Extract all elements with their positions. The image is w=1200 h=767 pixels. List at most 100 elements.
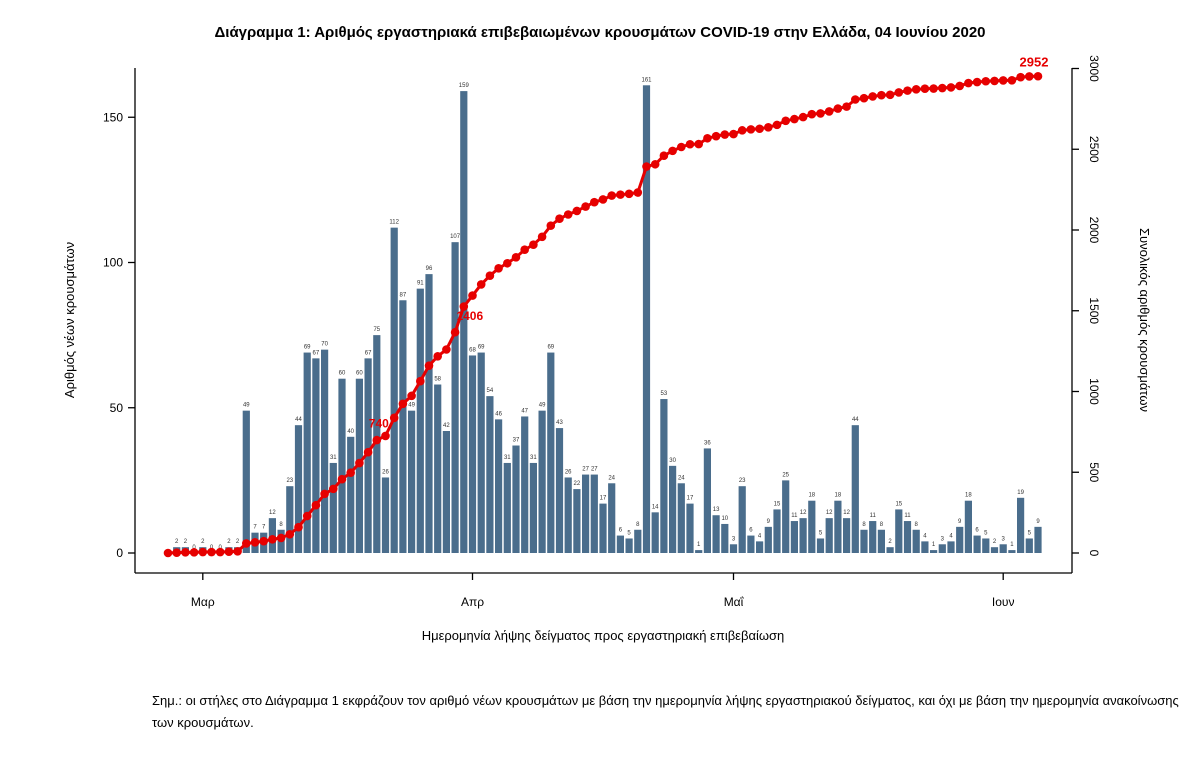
bar <box>799 518 807 553</box>
bar <box>390 227 398 553</box>
cumulative-point <box>450 327 460 337</box>
bar-data-label: 46 <box>495 411 502 417</box>
bar <box>677 483 685 553</box>
bar-data-label: 159 <box>459 83 470 89</box>
cumulative-point <box>677 142 686 152</box>
bar <box>869 521 877 553</box>
cumulative-point <box>842 102 851 111</box>
y-tick-label: 0 <box>116 546 123 560</box>
y-axis-title: Αριθμός νέων κρουσμάτων <box>62 242 77 398</box>
bar <box>947 541 955 553</box>
bar <box>703 448 711 553</box>
cumulative-point <box>485 271 495 281</box>
bar-data-label: 8 <box>636 522 640 528</box>
cumulative-point <box>781 116 790 126</box>
bar-data-label: 27 <box>591 467 598 473</box>
bar <box>747 535 755 553</box>
bar <box>321 349 329 553</box>
bar-data-label: 49 <box>243 403 250 409</box>
cumulative-point <box>772 120 782 130</box>
bar-data-label: 2 <box>993 539 997 545</box>
cumulative-point <box>520 245 529 255</box>
cumulative-point <box>624 189 634 199</box>
cumulative-point <box>859 93 869 103</box>
cumulative-point <box>494 263 503 273</box>
cumulative-point <box>546 221 556 230</box>
bar-data-label: 23 <box>739 478 746 484</box>
bar <box>756 541 764 553</box>
bar-data-label: 10 <box>721 516 728 522</box>
bar <box>573 489 581 553</box>
cumulative-point <box>851 95 860 104</box>
bar-data-label: 68 <box>469 347 476 353</box>
bar <box>895 509 903 553</box>
cumulative-point <box>224 547 234 557</box>
cumulative-point <box>172 548 181 557</box>
cumulative-point <box>668 146 677 156</box>
bar-data-label: 17 <box>687 496 694 502</box>
bar <box>564 477 572 553</box>
bar <box>886 547 894 553</box>
cumulative-point <box>207 547 216 557</box>
cumulative-point <box>911 85 921 94</box>
bar-data-label: 58 <box>434 377 441 383</box>
cumulative-point <box>537 232 547 242</box>
cumulative-point <box>302 511 312 521</box>
bar-data-label: 107 <box>450 234 461 240</box>
bar <box>851 425 859 553</box>
bar-data-label: 67 <box>313 350 320 356</box>
bar <box>529 462 537 553</box>
cumulative-point <box>529 240 538 249</box>
bar <box>468 355 477 553</box>
bar <box>521 416 529 553</box>
cumulative-point <box>998 76 1008 85</box>
bar <box>408 410 416 553</box>
bar-data-label: 18 <box>808 493 815 499</box>
cumulative-point <box>868 92 877 101</box>
cumulative-point <box>633 188 643 197</box>
cumulative-point <box>268 534 277 544</box>
bar <box>451 242 459 554</box>
cumulative-point <box>372 435 382 445</box>
cumulative-point <box>746 125 756 134</box>
cumulative-point <box>424 361 434 370</box>
bar <box>999 544 1007 553</box>
bar <box>843 518 851 553</box>
cumulative-point <box>964 78 973 88</box>
bar <box>381 477 390 553</box>
bar-data-label: 37 <box>513 438 520 444</box>
bar-data-label: 11 <box>904 513 911 519</box>
cumulative-point <box>590 197 599 207</box>
bar <box>434 384 442 553</box>
y2-tick-label: 2000 <box>1087 217 1101 244</box>
bar <box>834 500 842 553</box>
cumulative-point <box>972 77 982 87</box>
cumulative-point <box>650 159 660 169</box>
bar <box>773 509 781 553</box>
bar <box>495 419 503 553</box>
bar <box>738 486 746 553</box>
bar <box>503 462 511 553</box>
bar <box>416 288 424 553</box>
cumulative-point <box>981 76 991 86</box>
bar <box>294 425 303 553</box>
cumulative-point <box>163 548 173 558</box>
bar-data-label: 42 <box>443 423 450 429</box>
bar-data-label: 8 <box>880 522 884 528</box>
cumulative-point <box>703 133 712 143</box>
bar <box>695 550 703 553</box>
bar-data-label: 96 <box>426 266 433 272</box>
bar-data-label: 15 <box>774 501 781 507</box>
bar <box>1025 538 1033 553</box>
y2-tick-label: 1500 <box>1087 297 1101 324</box>
bar-data-label: 69 <box>304 345 311 351</box>
bar-data-label: 36 <box>704 440 711 446</box>
bar-data-label: 9 <box>767 519 771 525</box>
chart-note: Σημ.: οι στήλες στο Διάγραμμα 1 εκφράζου… <box>152 693 1179 730</box>
cumulative-series <box>163 71 1043 558</box>
bar-data-label: 5 <box>984 530 988 536</box>
cumulative-annotations: 740 1406 2952 <box>369 54 1049 430</box>
bar-data-label: 49 <box>539 403 546 409</box>
bar-data-label: 26 <box>382 469 389 475</box>
